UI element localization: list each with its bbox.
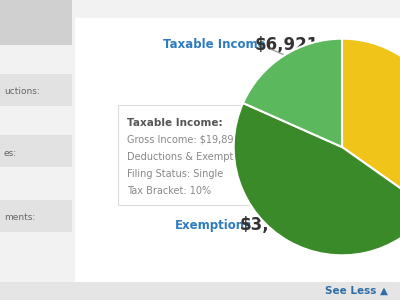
Text: uctions:: uctions: (4, 88, 40, 97)
Text: See Less ▲: See Less ▲ (325, 286, 388, 296)
Text: Exemptions: Exemptions (175, 218, 252, 232)
FancyBboxPatch shape (118, 105, 301, 205)
FancyBboxPatch shape (75, 18, 400, 282)
FancyBboxPatch shape (0, 74, 72, 106)
Text: Deductions & Exemptions: $13,068: Deductions & Exemptions: $13,068 (127, 152, 300, 162)
Wedge shape (234, 103, 400, 255)
FancyBboxPatch shape (0, 282, 400, 300)
FancyBboxPatch shape (0, 135, 72, 167)
Text: $6,921: $6,921 (255, 36, 319, 54)
Text: $3,650: $3,650 (240, 216, 304, 234)
Polygon shape (300, 147, 302, 163)
FancyBboxPatch shape (0, 0, 72, 45)
Text: Filing Status: Single: Filing Status: Single (127, 169, 223, 179)
Text: Taxable Income: Taxable Income (163, 38, 266, 52)
FancyBboxPatch shape (0, 200, 72, 232)
Text: ments:: ments: (4, 214, 35, 223)
Wedge shape (243, 39, 342, 147)
Wedge shape (342, 39, 400, 209)
Text: Tax Bracket: 10%: Tax Bracket: 10% (127, 186, 211, 196)
Text: Taxable Income:: Taxable Income: (127, 118, 223, 128)
Polygon shape (301, 146, 314, 164)
Text: es:: es: (4, 148, 17, 158)
Text: Gross Income: $19,898: Gross Income: $19,898 (127, 135, 240, 145)
